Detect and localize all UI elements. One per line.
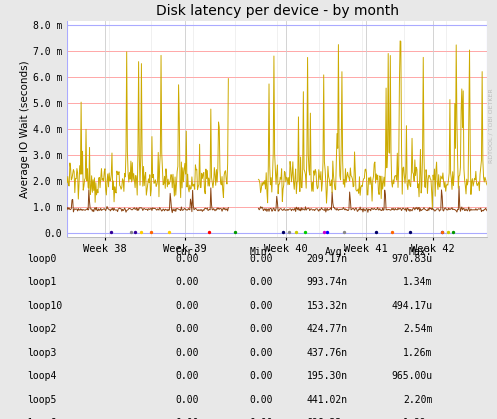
Text: loop3: loop3 (27, 348, 57, 358)
Text: 0.00: 0.00 (175, 324, 199, 334)
Text: 0.00: 0.00 (175, 277, 199, 287)
Text: 1.89m: 1.89m (403, 418, 432, 419)
Text: 965.00u: 965.00u (391, 371, 432, 381)
Text: Max:: Max: (409, 247, 432, 257)
Text: 0.00: 0.00 (250, 301, 273, 311)
Text: loop1: loop1 (27, 277, 57, 287)
Point (147, 229, 155, 235)
Text: 0.00: 0.00 (175, 371, 199, 381)
Text: Cur:: Cur: (175, 247, 199, 257)
Point (406, 229, 414, 235)
Text: 0.00: 0.00 (250, 324, 273, 334)
Point (444, 229, 452, 235)
Point (388, 229, 396, 235)
Text: 1.34m: 1.34m (403, 277, 432, 287)
Point (372, 229, 380, 235)
Text: 153.32n: 153.32n (307, 301, 348, 311)
Text: 0.00: 0.00 (175, 395, 199, 405)
Point (138, 229, 146, 235)
Text: loop5: loop5 (27, 395, 57, 405)
Text: 0.00: 0.00 (175, 418, 199, 419)
Text: loop4: loop4 (27, 371, 57, 381)
Text: loop10: loop10 (27, 301, 63, 311)
Text: 209.17n: 209.17n (307, 254, 348, 264)
Text: Min:: Min: (250, 247, 273, 257)
Text: 0.00: 0.00 (175, 301, 199, 311)
Point (205, 229, 213, 235)
Text: loop0: loop0 (27, 254, 57, 264)
Point (279, 229, 287, 235)
Text: 0.00: 0.00 (175, 348, 199, 358)
Text: 2.54m: 2.54m (403, 324, 432, 334)
Text: 0.00: 0.00 (250, 418, 273, 419)
Point (449, 229, 457, 235)
Text: RDTOOL / TOBI OETKER: RDTOOL / TOBI OETKER (488, 88, 493, 163)
Text: 195.30n: 195.30n (307, 371, 348, 381)
Text: 0.00: 0.00 (250, 371, 273, 381)
Text: 441.02n: 441.02n (307, 395, 348, 405)
Text: 970.83u: 970.83u (391, 254, 432, 264)
Text: 2.20m: 2.20m (403, 395, 432, 405)
Point (292, 229, 300, 235)
Text: 437.76n: 437.76n (307, 348, 348, 358)
Text: loop2: loop2 (27, 324, 57, 334)
Title: Disk latency per device - by month: Disk latency per device - by month (156, 4, 399, 18)
Text: 424.77n: 424.77n (307, 324, 348, 334)
Text: loop6: loop6 (27, 418, 57, 419)
Point (438, 229, 446, 235)
Point (165, 229, 173, 235)
Text: 696.33n: 696.33n (307, 418, 348, 419)
Point (232, 229, 240, 235)
Text: 0.00: 0.00 (250, 254, 273, 264)
Point (301, 229, 309, 235)
Text: 0.00: 0.00 (250, 277, 273, 287)
Text: 0.00: 0.00 (250, 348, 273, 358)
Text: 0.00: 0.00 (175, 254, 199, 264)
Text: 494.17u: 494.17u (391, 301, 432, 311)
Text: 993.74n: 993.74n (307, 277, 348, 287)
Text: 0.00: 0.00 (250, 395, 273, 405)
Point (127, 229, 135, 235)
Point (320, 229, 328, 235)
Point (340, 229, 348, 235)
Point (438, 229, 446, 235)
Point (131, 229, 139, 235)
Point (285, 229, 293, 235)
Point (106, 229, 114, 235)
Text: 1.26m: 1.26m (403, 348, 432, 358)
Y-axis label: Average IO Wait (seconds): Average IO Wait (seconds) (20, 60, 30, 198)
Text: Avg:: Avg: (325, 247, 348, 257)
Point (323, 229, 331, 235)
